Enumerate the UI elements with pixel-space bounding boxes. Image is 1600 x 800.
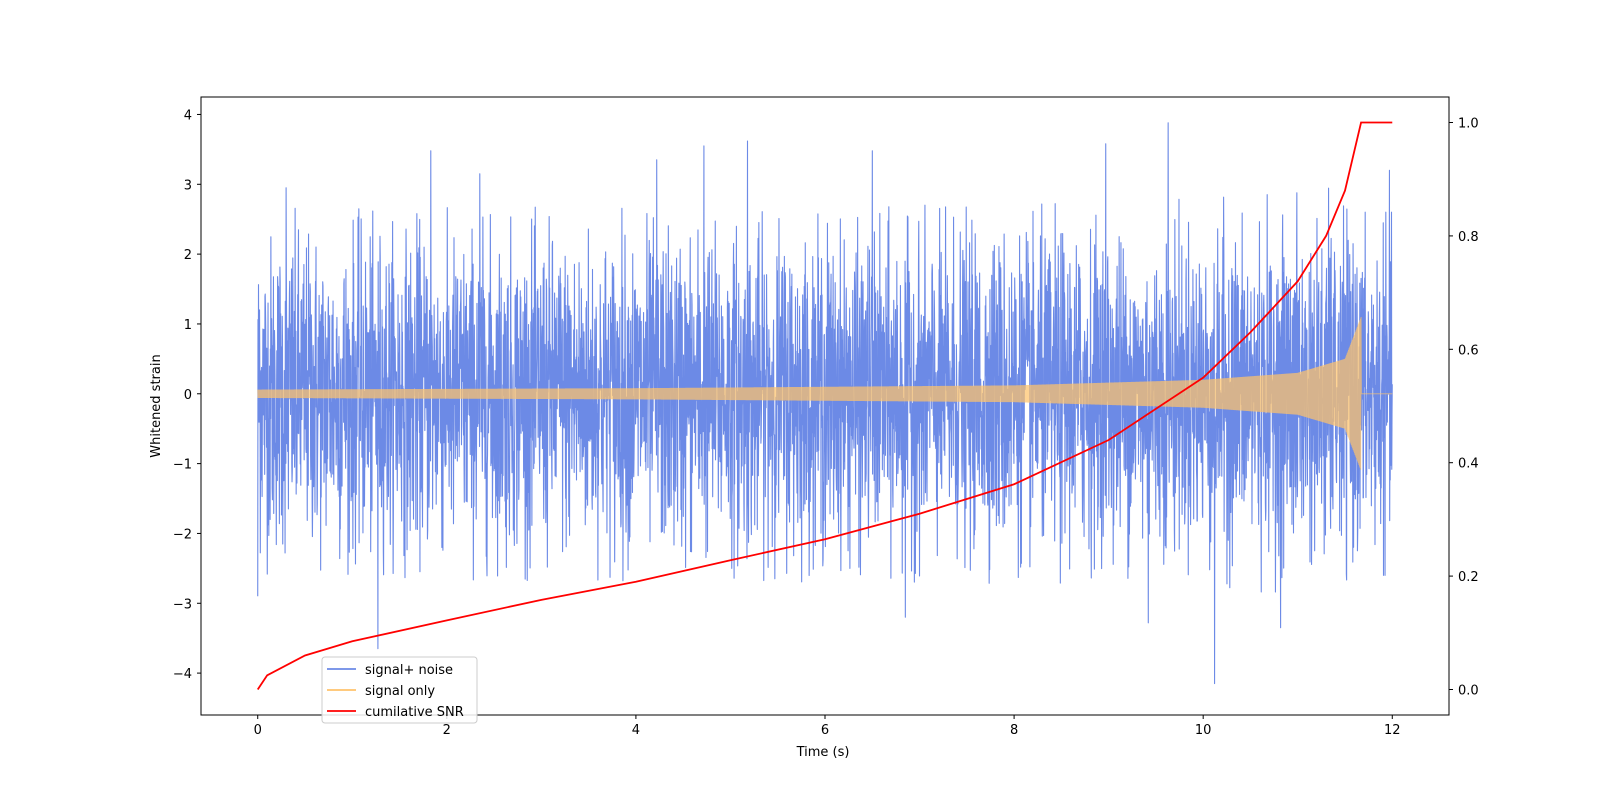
x-tick-label: 8 [1010, 723, 1018, 738]
y-tick-label: 3 [184, 178, 192, 193]
y2-tick-label: 0.0 [1458, 683, 1479, 698]
x-tick-label: 10 [1195, 723, 1212, 738]
y-tick-label: −4 [173, 667, 192, 682]
x-tick-label: 0 [254, 723, 262, 738]
y2-axis-ticks: 0.0 0.2 0.4 0.6 0.8 1.0 [1449, 117, 1479, 698]
signal-only-trace [257, 316, 1393, 470]
y-axis-ticks: −4 −3 −2 −1 0 1 2 3 4 [173, 108, 201, 682]
noise-series-line [257, 122, 1393, 685]
legend-box [321, 656, 478, 724]
y2-tick-label: 0.2 [1458, 570, 1479, 585]
snr-series-line [256, 121, 1393, 690]
y-tick-label: 1 [184, 318, 192, 333]
x-axis-ticks: 0 2 4 6 8 10 12 [254, 715, 1401, 738]
signal-series-line [257, 316, 1393, 470]
y-tick-label: −2 [173, 527, 192, 542]
y-tick-label: −1 [173, 458, 192, 473]
cumulative-snr-trace [256, 121, 1393, 690]
y-tick-label: 0 [184, 388, 192, 403]
x-tick-label: 2 [443, 723, 451, 738]
y2-tick-label: 0.6 [1458, 343, 1479, 358]
legend-label-signal: signal only [365, 684, 435, 699]
x-tick-label: 6 [821, 723, 829, 738]
y2-tick-label: 1.0 [1458, 117, 1479, 132]
y-axis-label: Whitened strain [149, 354, 164, 457]
y2-tick-label: 0.4 [1458, 457, 1479, 472]
legend-label-noise: signal+ noise [365, 663, 453, 678]
y-tick-label: −3 [173, 597, 192, 612]
x-axis-label: Time (s) [796, 745, 850, 760]
x-tick-label: 12 [1384, 723, 1401, 738]
y-tick-label: 4 [184, 108, 192, 123]
signal-noise-trace [257, 122, 1393, 685]
x-tick-label: 4 [632, 723, 640, 738]
y-tick-label: 2 [184, 248, 192, 263]
legend-label-snr: cumilative SNR [365, 705, 464, 720]
legend: signal+ noise signal only cumilative SNR [321, 656, 478, 724]
y2-tick-label: 0.8 [1458, 230, 1479, 245]
